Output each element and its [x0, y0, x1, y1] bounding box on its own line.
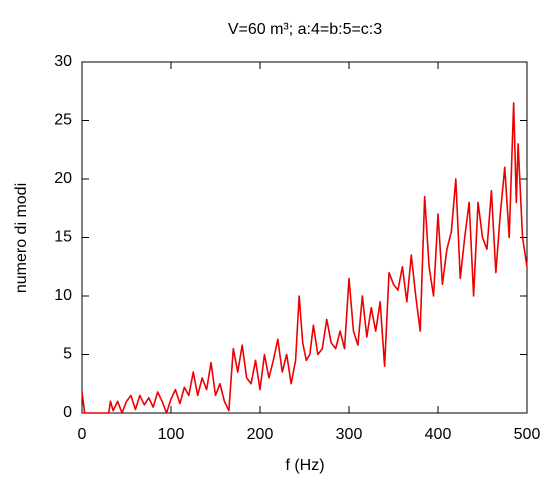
x-tick-label: 400 [425, 426, 452, 443]
x-tick-label: 200 [247, 426, 274, 443]
y-tick-label: 0 [63, 404, 72, 421]
x-axis-label: f (Hz) [285, 457, 324, 474]
y-tick-label: 30 [54, 53, 72, 70]
y-tick-label: 5 [63, 346, 72, 363]
y-tick-label: 15 [54, 229, 72, 246]
chart-title: V=60 m³; a:4=b:5=c:3 [228, 21, 382, 38]
x-tick-label: 300 [336, 426, 363, 443]
y-tick-label: 20 [54, 170, 72, 187]
x-tick-label: 500 [514, 426, 541, 443]
x-tick-label: 100 [158, 426, 185, 443]
x-tick-label: 0 [78, 426, 87, 443]
y-tick-label: 10 [54, 287, 72, 304]
data-line [81, 102, 528, 414]
plot-frame [81, 61, 528, 414]
y-tick-label: 25 [54, 112, 72, 129]
y-axis-label: numero di modi [13, 183, 30, 293]
